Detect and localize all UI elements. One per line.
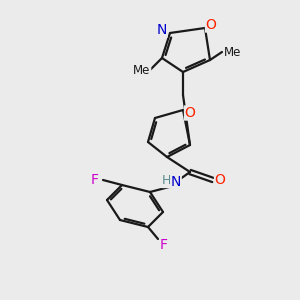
- Text: F: F: [91, 173, 99, 187]
- Text: N: N: [171, 175, 181, 189]
- Text: Me: Me: [224, 46, 242, 59]
- Text: O: O: [206, 18, 216, 32]
- Text: O: O: [214, 173, 225, 187]
- Text: Me: Me: [133, 64, 151, 76]
- Text: F: F: [160, 238, 168, 252]
- Text: H: H: [161, 175, 171, 188]
- Text: N: N: [157, 23, 167, 37]
- Text: O: O: [184, 106, 195, 120]
